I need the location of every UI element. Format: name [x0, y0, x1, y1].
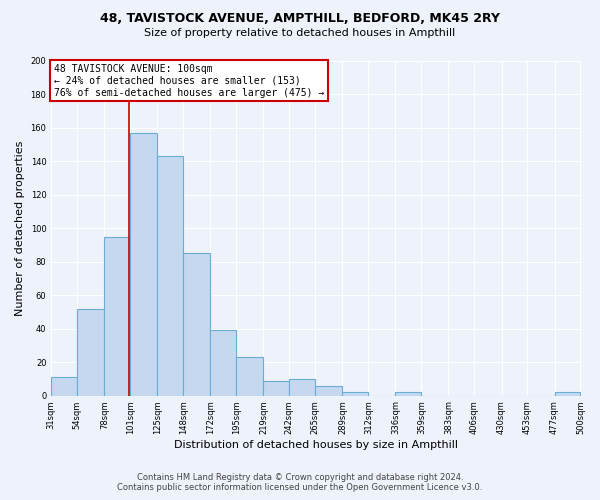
Text: Size of property relative to detached houses in Ampthill: Size of property relative to detached ho…	[145, 28, 455, 38]
Bar	[263, 380, 289, 396]
Bar	[343, 392, 368, 396]
Y-axis label: Number of detached properties: Number of detached properties	[15, 140, 25, 316]
Bar	[289, 379, 316, 396]
Bar	[130, 133, 157, 396]
Text: Contains HM Land Registry data © Crown copyright and database right 2024.
Contai: Contains HM Land Registry data © Crown c…	[118, 473, 482, 492]
Bar	[77, 308, 104, 396]
Bar	[104, 236, 130, 396]
Bar	[316, 386, 343, 396]
Text: 48, TAVISTOCK AVENUE, AMPTHILL, BEDFORD, MK45 2RY: 48, TAVISTOCK AVENUE, AMPTHILL, BEDFORD,…	[100, 12, 500, 26]
Text: 48 TAVISTOCK AVENUE: 100sqm
← 24% of detached houses are smaller (153)
76% of se: 48 TAVISTOCK AVENUE: 100sqm ← 24% of det…	[54, 64, 324, 98]
Bar	[211, 330, 236, 396]
Bar	[395, 392, 421, 396]
Bar	[184, 254, 211, 396]
Bar	[554, 392, 580, 396]
X-axis label: Distribution of detached houses by size in Ampthill: Distribution of detached houses by size …	[174, 440, 458, 450]
Bar	[157, 156, 184, 396]
Bar	[236, 357, 263, 396]
Bar	[51, 377, 77, 396]
